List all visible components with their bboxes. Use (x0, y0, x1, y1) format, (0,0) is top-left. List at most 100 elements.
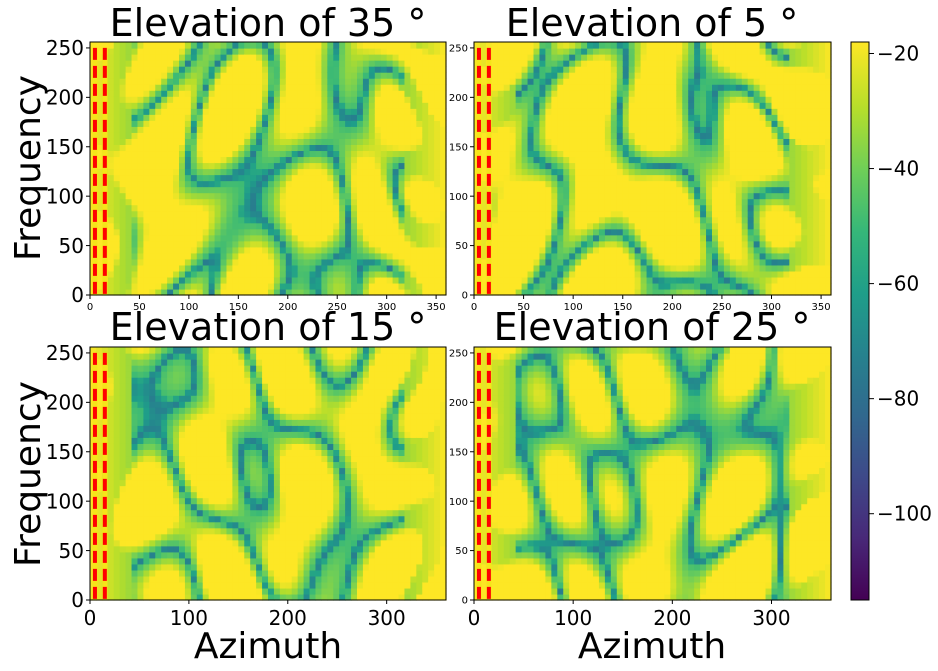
heatmap-cell (196, 264, 204, 272)
heatmap-cell (327, 264, 334, 272)
heatmap-cell (95, 210, 103, 218)
heatmap-cell (640, 102, 648, 109)
heatmap-cell (795, 252, 802, 260)
heatmap-cell (712, 162, 719, 170)
heatmap-cell (113, 114, 121, 121)
heatmap-cell (303, 222, 311, 230)
heatmap-cell (250, 276, 257, 284)
heatmap-cell (551, 252, 558, 260)
heatmap-cell (345, 90, 352, 97)
heatmap-cell (479, 48, 487, 55)
heatmap-cell (131, 174, 139, 182)
heatmap-cell (374, 168, 382, 176)
heatmap-cell (741, 258, 749, 266)
heatmap-cell (527, 258, 535, 266)
heatmap-cell (682, 168, 689, 176)
heatmap-cell (333, 192, 340, 200)
heatmap-cell (813, 168, 820, 176)
heatmap-cell (339, 114, 346, 121)
heatmap-cell (113, 78, 121, 85)
heatmap-cell (226, 204, 233, 212)
heatmap-cell (515, 216, 523, 224)
heatmap-cell (509, 138, 517, 145)
heatmap-cell (220, 132, 228, 139)
heatmap-cell (155, 228, 162, 236)
heatmap-cell (279, 120, 287, 127)
heatmap-cell (729, 192, 737, 200)
heatmap-cell (801, 126, 808, 133)
heatmap-cell (155, 162, 162, 170)
heatmap-cell (598, 72, 606, 79)
heatmap-cell (712, 282, 719, 290)
heatmap-cell (155, 138, 162, 145)
heatmap-cell (646, 144, 654, 152)
heatmap-cell (220, 222, 228, 230)
heatmap-cell (357, 156, 364, 164)
heatmap-cell (783, 138, 790, 145)
heatmap-cell (279, 180, 287, 188)
heatmap-cell (807, 162, 814, 170)
heatmap-cell (179, 222, 186, 230)
heatmap-cell (533, 162, 541, 170)
heatmap-cell (416, 60, 423, 67)
heatmap-cell (598, 198, 606, 206)
heatmap-cell (351, 156, 358, 164)
heatmap-cell (575, 186, 582, 194)
heatmap-cell (161, 192, 168, 200)
heatmap-cell (351, 186, 358, 194)
heatmap-cell (557, 216, 564, 224)
heatmap-cell (604, 84, 612, 91)
heatmap-cell (479, 144, 487, 152)
heatmap-cell (622, 258, 630, 266)
heatmap-cell (515, 204, 523, 212)
heatmap-cell (557, 108, 564, 115)
heatmap-cell (735, 72, 743, 79)
heatmap-cell (374, 114, 382, 121)
heatmap-cell (539, 156, 546, 164)
heatmap-cell (700, 42, 707, 49)
heatmap-cell (184, 288, 192, 296)
heatmap-cell (196, 240, 204, 248)
heatmap-cell (581, 252, 588, 260)
heatmap-cell (706, 126, 713, 133)
heatmap-cell (95, 282, 103, 290)
heatmap-cell (723, 96, 731, 103)
heatmap-cell (497, 192, 505, 200)
heatmap-cell (333, 42, 340, 49)
heatmap-cell (386, 192, 394, 200)
heatmap-cell (634, 264, 642, 272)
heatmap-cell (95, 180, 103, 188)
heatmap-cell (374, 102, 382, 109)
heatmap-cell (345, 120, 352, 127)
heatmap-cell (250, 156, 257, 164)
heatmap-cell (422, 276, 429, 284)
heatmap-cell (700, 258, 707, 266)
heatmap-cell (783, 174, 790, 182)
heatmap-cell (125, 186, 133, 194)
heatmap-cell (682, 120, 689, 127)
heatmap-cell (777, 60, 784, 67)
heatmap-cell (557, 198, 564, 206)
heatmap-cell (113, 216, 121, 224)
heatmap-cell (107, 48, 115, 55)
heatmap-cell (801, 222, 808, 230)
heatmap-cell (256, 234, 263, 242)
heatmap-cell (509, 42, 517, 49)
heatmap-cell (741, 90, 749, 97)
heatmap-cell (428, 96, 435, 103)
heatmap-cell (807, 270, 814, 278)
heatmap-cell (813, 138, 820, 145)
heatmap-cell (587, 264, 594, 272)
heatmap-cell (333, 198, 340, 206)
heatmap-cell (753, 174, 761, 182)
heatmap-cell (694, 102, 701, 109)
heatmap-cell (410, 282, 417, 290)
heatmap-cell (161, 240, 168, 248)
heatmap-cell (285, 288, 293, 296)
heatmap-cell (357, 282, 364, 290)
heatmap-cell (676, 84, 683, 91)
heatmap-cell (125, 96, 133, 103)
heatmap-cell (533, 192, 541, 200)
heatmap-cell (598, 84, 606, 91)
heatmap-cell (404, 258, 411, 266)
